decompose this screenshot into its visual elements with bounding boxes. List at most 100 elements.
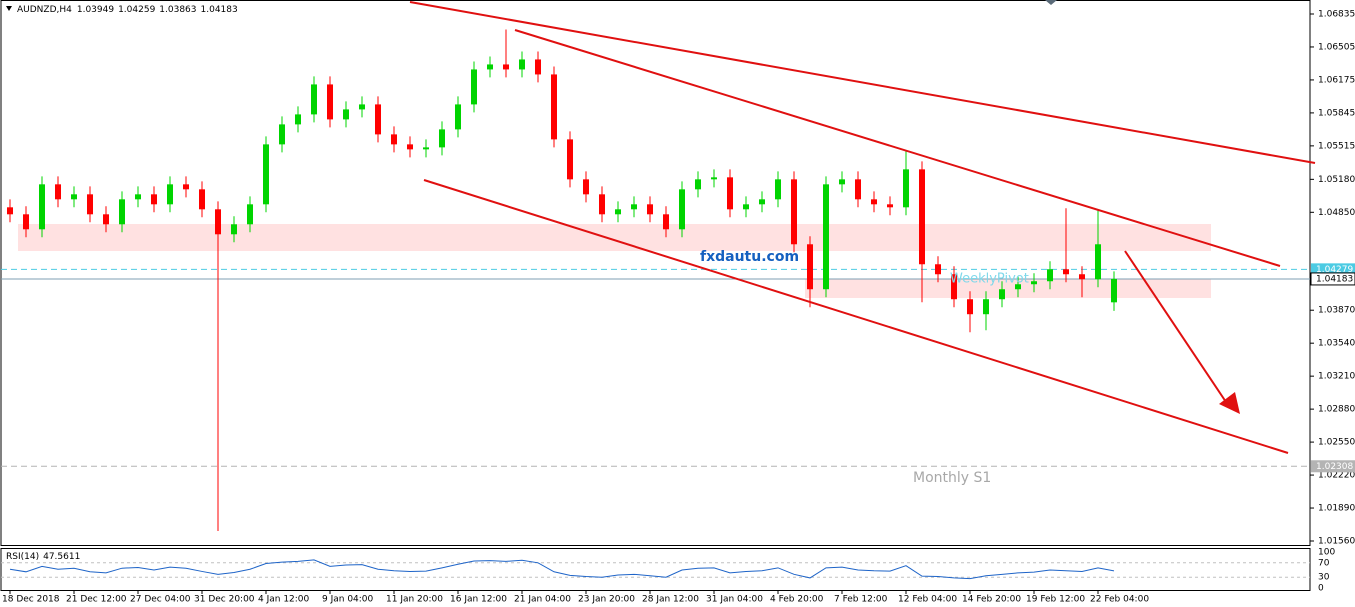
x-tick-label: 9 Jan 04:00 — [322, 595, 374, 605]
candle-body — [439, 129, 445, 148]
candle-body — [263, 144, 269, 205]
candle-body — [551, 74, 557, 140]
candle-body — [71, 194, 77, 200]
candle-body — [775, 179, 781, 200]
candle-body — [711, 177, 717, 180]
menu-triangle[interactable] — [6, 6, 12, 11]
candle-body — [359, 104, 365, 110]
candle-body — [839, 179, 845, 185]
x-tick-label: 12 Feb 04:00 — [898, 595, 957, 605]
level-price-box — [1310, 272, 1355, 286]
rsi-tick-label: 70 — [1318, 558, 1330, 568]
y-tick-label: 1.05845 — [1318, 108, 1355, 118]
candle-body — [471, 69, 477, 105]
x-tick-label: 23 Jan 20:00 — [578, 595, 635, 605]
candle-body — [679, 189, 685, 230]
candle-body — [151, 194, 157, 205]
chart-header: AUDNZD,H4 1.03949 1.04259 1.03863 1.04183 — [17, 5, 238, 15]
level-price-label: 1.02308 — [1316, 462, 1353, 472]
level-price-box — [1311, 460, 1355, 473]
x-tick-label: 14 Feb 20:00 — [962, 595, 1021, 605]
y-tick-label: 1.02880 — [1318, 405, 1355, 415]
x-tick-label: 21 Dec 12:00 — [66, 595, 127, 605]
y-tick-label: 1.05180 — [1318, 175, 1355, 185]
x-tick-label: 27 Dec 04:00 — [130, 595, 191, 605]
y-tick-label: 1.06835 — [1318, 9, 1355, 19]
candle-body — [1079, 274, 1085, 280]
candle-body — [375, 104, 381, 135]
candle-body — [967, 299, 973, 315]
trend-line — [514, 29, 1281, 267]
rsi-last: 47.5611 — [43, 552, 80, 562]
candle-body — [183, 184, 189, 190]
candle-body — [1111, 278, 1117, 303]
candle-body — [327, 84, 333, 120]
watermark: fxdautu.com — [700, 249, 799, 265]
candle-body — [823, 184, 829, 290]
level-price-label: 1.04183 — [1316, 274, 1353, 284]
candle-body — [935, 264, 941, 275]
arrow-head — [1219, 392, 1240, 414]
support-zone — [805, 279, 1211, 298]
candle-body — [1015, 284, 1021, 290]
x-tick-label: 31 Dec 20:00 — [194, 595, 255, 605]
candle-body — [1031, 281, 1037, 285]
y-tick-label: 1.04850 — [1318, 208, 1355, 218]
candle-body — [343, 109, 349, 120]
x-tick-label: 4 Jan 12:00 — [258, 595, 310, 605]
x-tick-label: 4 Feb 20:00 — [770, 595, 824, 605]
candle-body — [567, 139, 573, 180]
last-open: 1.03949 — [77, 5, 114, 15]
y-tick-label: 1.01560 — [1318, 537, 1355, 547]
candle-body — [663, 214, 669, 230]
candles-layer — [7, 29, 1117, 532]
y-tick-label: 1.03540 — [1318, 339, 1355, 349]
monthly-s1-label: Monthly S1 — [913, 470, 991, 486]
candle-body — [247, 204, 253, 225]
candle-body — [279, 124, 285, 145]
last-close: 1.04183 — [201, 5, 238, 15]
candle-body — [119, 199, 125, 225]
candle-body — [695, 179, 701, 190]
candle-body — [55, 184, 61, 200]
candle-body — [7, 207, 13, 215]
candle-body — [983, 299, 989, 315]
last-low: 1.03863 — [159, 5, 196, 15]
candle-body — [103, 214, 109, 225]
candle-body — [1095, 244, 1101, 280]
candle-body — [1047, 269, 1053, 282]
rsi-header: RSI(14) 47.5611 — [6, 552, 80, 562]
candle-body — [1063, 269, 1069, 275]
candle-body — [503, 64, 509, 70]
x-tick-label: 19 Feb 12:00 — [1026, 595, 1085, 605]
y-tick-label: 1.05515 — [1318, 141, 1355, 151]
level-price-label: 1.04279 — [1316, 265, 1353, 275]
candle-body — [295, 114, 301, 125]
trend-lines — [409, 1, 1316, 454]
resistance-zone — [18, 224, 1211, 251]
candle-body — [135, 194, 141, 200]
candle-body — [759, 199, 765, 205]
candle-body — [87, 194, 93, 215]
rsi-tick-label: 30 — [1318, 573, 1330, 583]
x-tick-label: 16 Jan 12:00 — [450, 595, 507, 605]
y-tick-label: 1.03870 — [1318, 306, 1355, 316]
candle-body — [903, 169, 909, 208]
levels-layer — [1, 268, 1310, 467]
candle-body — [231, 224, 237, 235]
candle-body — [455, 104, 461, 130]
candle-body — [647, 204, 653, 215]
candle-body — [951, 274, 957, 300]
candle-body — [39, 184, 45, 230]
y-tick-label: 1.02220 — [1318, 471, 1355, 481]
x-tick-label: 21 Jan 04:00 — [514, 595, 571, 605]
candle-body — [807, 244, 813, 290]
last-high: 1.04259 — [118, 5, 155, 15]
candle-body — [855, 179, 861, 200]
candle-body — [791, 179, 797, 245]
rsi-tick-label: 100 — [1318, 548, 1335, 558]
candle-body — [23, 214, 29, 230]
candle-body — [311, 84, 317, 115]
